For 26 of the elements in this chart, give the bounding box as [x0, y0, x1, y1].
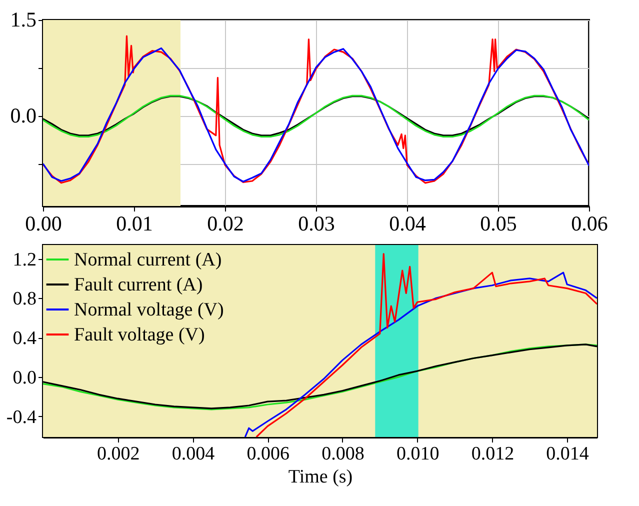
x-tick-label: 0.004: [172, 444, 216, 464]
legend-label: Fault current (A): [74, 274, 203, 296]
y-tick-label: 0.0: [12, 367, 36, 388]
y-tick-label: 0.4: [12, 328, 37, 350]
y-tick-label: -0.4: [6, 406, 37, 428]
x-tick-label: 0.010: [396, 444, 440, 464]
x-tick-label: 0.008: [322, 444, 364, 464]
legend-label: Fault voltage (V): [74, 324, 205, 346]
x-tick-label: 0.04: [389, 212, 426, 236]
y-tick-label: 1.2: [12, 249, 36, 270]
y-tick-label: 0.8: [12, 288, 36, 310]
y-tick-label: 1.5: [10, 8, 36, 32]
x-tick-label: 0.05: [480, 212, 517, 236]
x-tick-label: 0.012: [471, 444, 514, 464]
legend-label: Normal current (A): [74, 250, 222, 270]
x-axis-title: Time (s): [288, 466, 353, 488]
x-tick-label: 0.014: [546, 444, 590, 464]
x-tick-label: 0.006: [246, 444, 290, 464]
x-tick-label: 0.02: [207, 212, 244, 236]
x-tick-label: 0.03: [298, 212, 335, 236]
x-tick-label: 0.01: [116, 212, 153, 236]
x-tick-label: 0.06: [571, 212, 608, 236]
x-tick-label: 0.00: [25, 212, 62, 236]
legend-label: Normal voltage (V): [74, 300, 224, 320]
x-tick-label: 0.002: [96, 444, 140, 464]
y-tick-label: 0.0: [10, 104, 36, 128]
